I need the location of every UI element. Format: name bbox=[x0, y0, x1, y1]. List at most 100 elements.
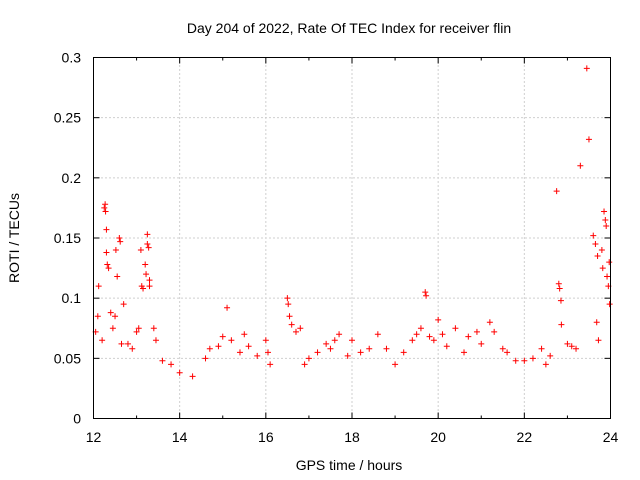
data-point bbox=[168, 361, 175, 368]
data-point bbox=[557, 297, 564, 304]
data-point bbox=[292, 328, 299, 335]
data-point bbox=[145, 244, 152, 251]
data-point bbox=[104, 261, 111, 268]
data-point bbox=[577, 162, 584, 169]
data-point bbox=[103, 226, 110, 233]
data-point bbox=[593, 319, 600, 326]
data-point bbox=[152, 337, 159, 344]
data-point bbox=[602, 216, 609, 223]
data-point bbox=[150, 325, 157, 332]
data-point bbox=[426, 333, 433, 340]
data-point bbox=[542, 361, 549, 368]
data-point bbox=[219, 333, 226, 340]
data-point bbox=[564, 340, 571, 347]
x-tick-label: 24 bbox=[603, 429, 619, 445]
data-point bbox=[383, 345, 390, 352]
data-point bbox=[189, 373, 196, 380]
data-point bbox=[102, 201, 109, 208]
data-point bbox=[228, 337, 235, 344]
y-tick-label: 0.2 bbox=[62, 170, 82, 186]
data-point bbox=[486, 319, 493, 326]
data-point bbox=[301, 361, 308, 368]
y-tick-label: 0 bbox=[73, 411, 81, 427]
data-point bbox=[606, 259, 613, 266]
data-point bbox=[573, 345, 580, 352]
data-point bbox=[117, 238, 124, 245]
data-point bbox=[118, 340, 125, 347]
x-tick-label: 20 bbox=[430, 429, 446, 445]
x-tick-label: 18 bbox=[344, 429, 360, 445]
data-point bbox=[176, 369, 183, 376]
data-point bbox=[297, 325, 304, 332]
data-point bbox=[423, 292, 430, 299]
data-point bbox=[601, 208, 608, 215]
data-point bbox=[129, 345, 136, 352]
data-point bbox=[366, 345, 373, 352]
x-tick-label: 14 bbox=[172, 429, 188, 445]
data-point bbox=[236, 349, 243, 356]
data-point bbox=[553, 188, 560, 195]
data-point bbox=[595, 337, 602, 344]
data-point bbox=[504, 349, 511, 356]
data-point bbox=[109, 325, 116, 332]
data-point bbox=[558, 321, 565, 328]
tick-labels: 12 14 16 18 20 22 24 0 0.05 0.1 0.15 0.2 0.25 0.3 bbox=[54, 50, 619, 446]
data-point bbox=[555, 280, 562, 287]
y-tick-label: 0.15 bbox=[54, 230, 81, 246]
data-point bbox=[331, 337, 338, 344]
data-point bbox=[604, 273, 611, 280]
data-point bbox=[114, 273, 121, 280]
data-point bbox=[305, 355, 312, 362]
data-point bbox=[116, 235, 123, 241]
chart-title: Day 204 of 2022, Rate Of TEC Index for r… bbox=[187, 20, 511, 36]
data-point bbox=[585, 136, 592, 143]
data-point bbox=[314, 349, 321, 356]
data-point bbox=[323, 340, 330, 347]
data-point bbox=[452, 325, 459, 332]
data-point bbox=[264, 349, 271, 356]
y-tick-label: 0.1 bbox=[62, 290, 82, 306]
data-point bbox=[413, 331, 420, 338]
data-point bbox=[285, 301, 292, 308]
data-point bbox=[286, 313, 293, 320]
data-point bbox=[422, 289, 429, 296]
data-point bbox=[206, 345, 213, 352]
data-point bbox=[245, 343, 252, 350]
data-point bbox=[215, 343, 222, 350]
axis-ticks bbox=[93, 57, 611, 419]
data-point bbox=[146, 283, 153, 290]
data-point bbox=[568, 343, 575, 350]
x-axis-label: GPS time / hours bbox=[296, 457, 403, 473]
data-point bbox=[102, 208, 109, 215]
x-tick-label: 16 bbox=[258, 429, 274, 445]
data-point bbox=[241, 331, 248, 338]
data-point bbox=[159, 357, 166, 364]
data-point bbox=[254, 352, 261, 359]
data-point bbox=[443, 343, 450, 350]
data-point bbox=[478, 340, 485, 347]
data-point bbox=[101, 204, 108, 211]
data-point bbox=[262, 337, 269, 344]
x-tick-label: 22 bbox=[517, 429, 533, 445]
data-point bbox=[140, 285, 147, 292]
y-axis-label: ROTI / TECUs bbox=[6, 193, 22, 283]
data-point bbox=[284, 295, 291, 302]
data-point bbox=[327, 345, 334, 352]
x-tick-label: 12 bbox=[86, 429, 102, 445]
data-point bbox=[144, 231, 151, 238]
data-point bbox=[465, 333, 472, 340]
data-point bbox=[142, 261, 149, 268]
y-tick-label: 0.3 bbox=[62, 50, 82, 66]
data-point bbox=[288, 321, 295, 328]
data-points bbox=[92, 65, 613, 380]
data-point bbox=[349, 337, 355, 344]
data-point bbox=[400, 349, 407, 356]
y-tick-label: 0.05 bbox=[54, 350, 81, 366]
data-point bbox=[592, 241, 599, 248]
data-point bbox=[538, 345, 545, 352]
data-point bbox=[521, 357, 528, 364]
data-point bbox=[224, 304, 231, 311]
data-point bbox=[547, 352, 554, 359]
